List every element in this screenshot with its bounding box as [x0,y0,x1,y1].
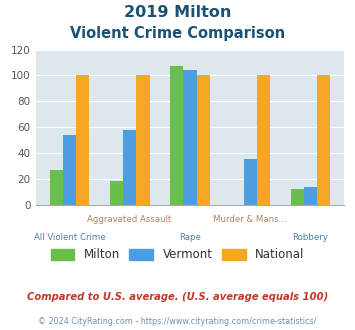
Bar [123,130,136,205]
Bar [136,75,149,205]
Legend: Milton, Vermont, National: Milton, Vermont, National [46,244,309,266]
Text: Murder & Mans...: Murder & Mans... [213,215,287,224]
Bar [257,75,270,205]
Bar [197,75,210,205]
Bar [110,181,123,205]
Bar [63,135,76,205]
Bar [76,75,89,205]
Text: Compared to U.S. average. (U.S. average equals 100): Compared to U.S. average. (U.S. average … [27,292,328,302]
Bar [170,66,183,205]
Bar [304,186,317,205]
Bar [290,189,304,205]
Bar [317,75,330,205]
Text: 2019 Milton: 2019 Milton [124,5,231,20]
Bar [244,159,257,205]
Text: Rape: Rape [179,233,201,242]
Text: Violent Crime Comparison: Violent Crime Comparison [70,26,285,41]
Bar [183,70,197,205]
Text: © 2024 CityRating.com - https://www.cityrating.com/crime-statistics/: © 2024 CityRating.com - https://www.city… [38,317,317,326]
Bar [50,170,63,205]
Text: Robbery: Robbery [293,233,328,242]
Text: Aggravated Assault: Aggravated Assault [87,215,172,224]
Text: All Violent Crime: All Violent Crime [34,233,105,242]
